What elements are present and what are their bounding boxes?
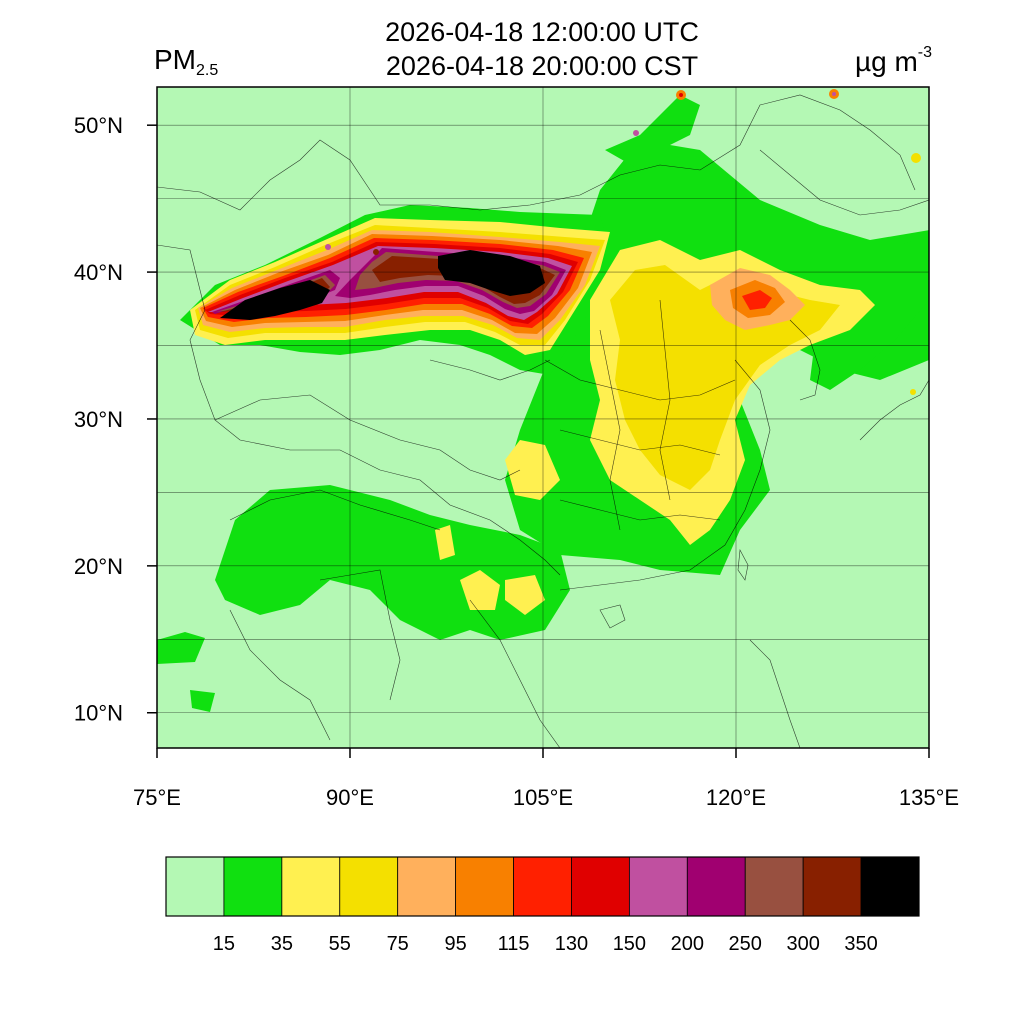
title-cst: 2026-04-18 20:00:00 CST	[385, 51, 699, 81]
lat-tick-label: 30°N	[74, 407, 123, 432]
contour-west-edge-green	[157, 632, 205, 664]
colorbar-label: 35	[271, 933, 293, 955]
contour-w-blob-black	[220, 280, 330, 320]
contour-mongolia-green	[605, 95, 700, 170]
boundary-india	[229, 609, 331, 741]
pm25-contour-350-plus	[220, 250, 545, 320]
units-label: µg m-3	[855, 44, 932, 78]
axis-labels: 75°E 90°E 105°E 120°E 135°E 10°N 20°N 30°N 40°N 5…	[74, 113, 959, 810]
coastline-philippines	[749, 639, 801, 748]
boundary-russia-ne	[759, 149, 929, 216]
lon-tick-label: 90°E	[326, 785, 374, 810]
boundary-himalaya-south	[229, 489, 441, 531]
lat-tick-label: 50°N	[74, 113, 123, 138]
colorbar-swatch	[397, 856, 457, 917]
pm25-hotspots	[325, 89, 921, 395]
boundary-china-north	[157, 94, 916, 211]
hotspot-amur	[911, 153, 921, 163]
boundary-province-4	[599, 329, 621, 531]
boundary-province-3	[559, 499, 721, 521]
colorbar-swatch	[686, 856, 746, 917]
coastline-hainan	[599, 604, 626, 629]
colorbar-label: 300	[786, 933, 819, 955]
lon-tick-label: 120°E	[706, 785, 766, 810]
units-base: µg m	[854, 46, 918, 77]
boundary-province-2	[559, 429, 721, 456]
hotspot-nw-peak	[325, 244, 331, 250]
contour-e-blob-black	[438, 250, 545, 296]
boundary-province-5	[659, 299, 671, 501]
colorbar-label: 350	[844, 933, 877, 955]
colorbar-swatch	[281, 856, 341, 917]
coastline-japan	[859, 379, 929, 441]
colorbar-swatch	[165, 856, 225, 917]
colorbar-swatch	[455, 856, 514, 917]
map-gridlines	[157, 87, 929, 748]
colorbar-frame	[165, 856, 920, 917]
boundary-indochina	[469, 599, 561, 748]
colorbar-swatch	[223, 856, 283, 917]
hotspot-mid-peak	[373, 249, 379, 255]
axis-ticks	[147, 124, 930, 758]
variable-subscript: 2.5	[196, 62, 219, 79]
colorbar-label: 15	[213, 933, 235, 955]
title-utc: 2026-04-18 12:00:00 UTC	[385, 17, 699, 47]
boundary-korea	[789, 319, 821, 401]
lat-tick-label: 20°N	[74, 554, 123, 579]
hotspot-japan	[910, 389, 916, 395]
colorbar-swatch	[339, 856, 399, 917]
colorbar-label: 95	[444, 933, 466, 955]
contour-sw-yellow-2	[505, 575, 545, 615]
lat-tick-label: 10°N	[74, 701, 123, 726]
coastline-east-china	[559, 359, 771, 591]
boundary-china-west	[157, 244, 561, 576]
boundary-tibet	[214, 394, 521, 481]
lat-tick-label: 40°N	[74, 260, 123, 285]
coastline-taiwan	[737, 548, 749, 581]
variable-name: PM	[154, 44, 196, 75]
colorbar-label: 115	[498, 933, 530, 955]
colorbar-label: 75	[387, 933, 409, 955]
colorbar-swatch	[744, 856, 804, 917]
colorbar-label: 55	[329, 933, 351, 955]
colorbar-swatch	[802, 856, 862, 917]
colorbar-label: 250	[729, 933, 762, 955]
colorbar-swatch	[513, 856, 572, 917]
lon-tick-label: 135°E	[899, 785, 959, 810]
colorbar-swatch	[571, 856, 630, 917]
hotspot-northeast-core	[832, 92, 836, 96]
contour-sw-yellow-3	[435, 525, 455, 560]
coastline-bay-of-bengal	[319, 569, 401, 701]
hotspot-inner-mongolia	[633, 130, 639, 136]
units-exponent: -3	[917, 44, 932, 61]
boundary-province-1	[544, 359, 736, 401]
boundary-province-6	[429, 359, 551, 381]
lon-tick-label: 105°E	[513, 785, 573, 810]
variable-label: PM2.5	[154, 44, 218, 80]
contour-central-yellow	[505, 440, 560, 500]
colorbar-label: 130	[555, 933, 588, 955]
colorbar-label: 150	[613, 933, 646, 955]
map-area	[157, 87, 929, 748]
colorbar: 15 35 55 75 95 115 130 150 200 250 300 350	[165, 856, 920, 955]
lon-tick-label: 75°E	[133, 785, 181, 810]
colorbar-label: 200	[671, 933, 704, 955]
colorbar-swatch	[628, 856, 688, 917]
contour-india-green	[190, 690, 215, 712]
hotspot-mongolia-core	[679, 93, 683, 97]
contour-north-china-red	[742, 290, 772, 310]
colorbar-swatch	[860, 856, 920, 917]
boundaries	[157, 94, 929, 748]
